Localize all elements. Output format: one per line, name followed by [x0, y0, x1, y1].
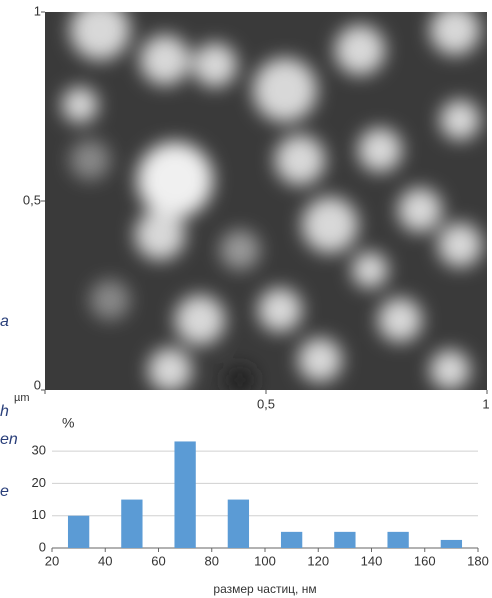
text-fragment: a	[0, 313, 9, 330]
x-tick-label: 100	[254, 553, 276, 568]
bar	[334, 531, 356, 548]
y-tick-label: 0	[39, 539, 46, 554]
x-tick-label: 20	[45, 553, 59, 568]
x-tick-label: 60	[151, 553, 165, 568]
bar	[440, 539, 463, 548]
y-tick-label: 20	[32, 475, 46, 490]
text-fragment: en	[0, 431, 18, 448]
y-tick-label: 1	[34, 3, 41, 18]
x-tick-label: 0,5	[257, 396, 275, 411]
x-tick-label: 1	[482, 396, 489, 411]
x-tick-label: 120	[307, 553, 329, 568]
y-axis-label: %	[62, 415, 74, 431]
x-tick-label: 160	[414, 553, 436, 568]
bar	[280, 531, 303, 548]
x-tick-label: 180	[467, 553, 489, 568]
bar	[121, 499, 143, 548]
bar	[174, 441, 196, 548]
x-tick-label: 80	[205, 553, 219, 568]
x-tick-label: 140	[361, 553, 383, 568]
text-fragment: h	[0, 403, 9, 420]
bar	[227, 499, 250, 548]
x-tick-label: 40	[98, 553, 112, 568]
axis-unit: µm	[14, 392, 30, 404]
afm-image	[45, 12, 487, 390]
y-tick-label: 30	[32, 443, 46, 458]
text-fragment: e	[0, 483, 9, 500]
bar	[67, 515, 90, 548]
x-axis-label: размер частиц, нм	[213, 582, 316, 596]
y-tick-label: 10	[32, 507, 46, 522]
bar	[387, 531, 409, 548]
y-tick-label: 0,5	[23, 192, 41, 207]
y-tick-label: 0	[34, 377, 41, 392]
